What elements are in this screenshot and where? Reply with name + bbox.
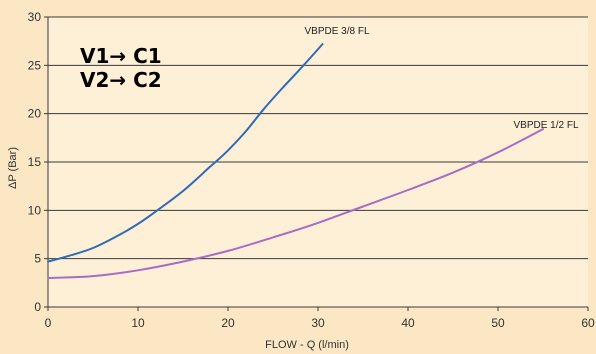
annotation-v1-c1: V1→ C1 (80, 44, 162, 68)
y-axis-title: ΔP (Bar) (7, 147, 19, 189)
x-tick-label: 60 (581, 316, 595, 330)
x-axis-title: FLOW - Q (l/min) (265, 339, 349, 351)
y-tick-label: 25 (28, 58, 42, 72)
y-tick-label: 15 (28, 155, 42, 169)
y-tick-label: 20 (28, 107, 42, 121)
y-tick-label: 10 (28, 203, 42, 217)
x-tick-label: 10 (131, 316, 145, 330)
x-tick-label: 50 (491, 316, 505, 330)
series-label-vbpde-3-8: VBPDE 3/8 FL (304, 26, 369, 37)
x-tick-label: 0 (45, 316, 52, 330)
series-label-vbpde-1-2: VBPDE 1/2 FL (513, 120, 578, 131)
x-tick-label: 30 (311, 316, 325, 330)
x-tick-label: 40 (401, 316, 415, 330)
grid-layer (48, 16, 588, 308)
series-line-0 (47, 43, 324, 263)
x-tick-label: 20 (221, 316, 235, 330)
tick-label-layer: 0 5 10 15 20 25 30 0 10 20 30 40 50 60 (28, 10, 595, 330)
y-tick-label: 30 (28, 10, 42, 24)
y-tick-label: 5 (34, 252, 41, 266)
series-layer (47, 43, 544, 279)
y-tick-label: 0 (34, 300, 41, 314)
axis-layer (44, 16, 589, 311)
annotation-v2-c2: V2→ C2 (80, 68, 162, 92)
series-line-1 (47, 128, 544, 279)
